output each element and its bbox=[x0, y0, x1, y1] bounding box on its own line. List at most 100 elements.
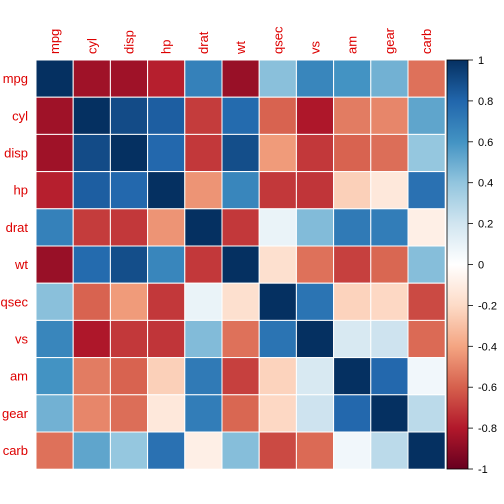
cell-qsec-mpg bbox=[35, 282, 74, 321]
row-label-mpg: mpg bbox=[3, 71, 28, 86]
cell-disp-wt bbox=[221, 133, 260, 173]
cell-drat-qsec bbox=[258, 208, 297, 247]
cell-hp-vs bbox=[295, 171, 335, 210]
cell-cyl-am bbox=[333, 96, 372, 135]
row-label-drat: drat bbox=[6, 220, 29, 235]
cell-am-hp bbox=[147, 357, 186, 396]
legend-tick-label: 0 bbox=[478, 260, 484, 272]
cell-qsec-wt bbox=[221, 282, 260, 321]
cell-gear-am bbox=[333, 394, 372, 433]
cell-gear-wt bbox=[221, 394, 260, 433]
column-label-cyl: cyl bbox=[84, 38, 99, 54]
cell-mpg-mpg bbox=[35, 59, 74, 98]
cell-qsec-carb bbox=[407, 282, 446, 321]
cell-cyl-mpg bbox=[35, 96, 74, 135]
row-label-vs: vs bbox=[15, 332, 29, 347]
cell-qsec-gear bbox=[370, 282, 409, 321]
column-label-carb: carb bbox=[419, 29, 434, 54]
row-label-am: am bbox=[10, 369, 28, 384]
cell-mpg-hp bbox=[147, 59, 186, 98]
legend-tick-label: 0.6 bbox=[478, 137, 493, 149]
cell-gear-disp bbox=[109, 394, 149, 433]
legend-tick-label: 0.4 bbox=[478, 178, 493, 190]
cell-drat-gear bbox=[370, 208, 409, 247]
cell-carb-mpg bbox=[35, 431, 74, 470]
cell-am-carb bbox=[407, 357, 446, 396]
legend-ticks: -1 -0.8 -0.6 -0.4 -0.2 0 0.2 0.4 0.6 0.8 1 bbox=[468, 55, 497, 476]
cell-carb-disp bbox=[109, 431, 149, 470]
cell-wt-mpg bbox=[35, 245, 74, 284]
row-label-carb: carb bbox=[3, 443, 28, 458]
cell-gear-vs bbox=[295, 394, 335, 433]
cell-carb-gear bbox=[370, 431, 409, 470]
cell-drat-carb bbox=[407, 208, 446, 247]
cell-wt-drat bbox=[184, 245, 223, 284]
cell-cyl-hp bbox=[147, 96, 186, 135]
column-label-gear: gear bbox=[382, 27, 397, 54]
cell-hp-cyl bbox=[72, 171, 111, 210]
cell-carb-vs bbox=[295, 431, 335, 470]
cell-vs-qsec bbox=[258, 319, 297, 359]
column-label-hp: hp bbox=[159, 40, 174, 54]
cell-cyl-disp bbox=[109, 96, 149, 135]
color-legend: -1 -0.8 -0.6 -0.4 -0.2 0 0.2 0.4 0.6 0.8 1 bbox=[446, 55, 497, 476]
cell-disp-qsec bbox=[258, 133, 297, 173]
cell-cyl-cyl bbox=[72, 96, 111, 135]
cell-drat-am bbox=[333, 208, 372, 247]
cell-gear-carb bbox=[407, 394, 446, 433]
legend-tick-label: 0.8 bbox=[478, 96, 493, 108]
cell-disp-hp bbox=[147, 133, 186, 173]
cell-drat-disp bbox=[109, 208, 149, 247]
column-label-mpg: mpg bbox=[47, 29, 62, 54]
cell-hp-gear bbox=[370, 171, 409, 210]
cell-wt-hp bbox=[147, 245, 186, 284]
legend-tick-label: -1 bbox=[478, 464, 488, 476]
cell-gear-cyl bbox=[72, 394, 111, 433]
cell-mpg-gear bbox=[370, 59, 409, 98]
cell-vs-wt bbox=[221, 319, 260, 359]
cell-cyl-drat bbox=[184, 96, 223, 135]
row-label-disp: disp bbox=[4, 146, 28, 161]
cell-carb-qsec bbox=[258, 431, 297, 470]
column-label-drat: drat bbox=[196, 31, 211, 54]
cell-disp-mpg bbox=[35, 133, 74, 173]
cell-hp-am bbox=[333, 171, 372, 210]
cell-am-drat bbox=[184, 357, 223, 396]
cell-wt-qsec bbox=[258, 245, 297, 284]
cell-hp-qsec bbox=[258, 171, 297, 210]
cell-qsec-disp bbox=[109, 282, 149, 321]
cell-drat-cyl bbox=[72, 208, 111, 247]
legend-tick-label: -0.6 bbox=[478, 382, 497, 394]
cell-cyl-vs bbox=[295, 96, 335, 135]
cell-qsec-qsec bbox=[258, 282, 297, 321]
cell-hp-hp bbox=[147, 171, 186, 210]
cell-qsec-am bbox=[333, 282, 372, 321]
cell-carb-drat bbox=[184, 431, 223, 470]
cell-drat-vs bbox=[295, 208, 335, 247]
cell-carb-cyl bbox=[72, 431, 111, 470]
cell-am-disp bbox=[109, 357, 149, 396]
cell-disp-cyl bbox=[72, 133, 111, 173]
cell-am-gear bbox=[370, 357, 409, 396]
cell-wt-carb bbox=[407, 245, 446, 284]
cell-wt-gear bbox=[370, 245, 409, 284]
cell-cyl-carb bbox=[407, 96, 446, 135]
cell-mpg-drat bbox=[184, 59, 223, 98]
cell-disp-vs bbox=[295, 133, 335, 173]
legend-tick-label: -0.4 bbox=[478, 341, 497, 353]
cell-gear-drat bbox=[184, 394, 223, 433]
cell-gear-mpg bbox=[35, 394, 74, 433]
column-label-disp: disp bbox=[122, 30, 137, 54]
cell-vs-am bbox=[333, 319, 372, 359]
cell-wt-wt bbox=[221, 245, 260, 284]
legend-tick-label: -0.8 bbox=[478, 423, 497, 435]
cell-disp-disp bbox=[109, 133, 149, 173]
cell-am-qsec bbox=[258, 357, 297, 396]
cell-qsec-hp bbox=[147, 282, 186, 321]
cell-vs-mpg bbox=[35, 319, 74, 359]
cell-mpg-wt bbox=[221, 59, 260, 98]
row-label-gear: gear bbox=[2, 406, 29, 421]
cell-vs-carb bbox=[407, 319, 446, 359]
cell-qsec-drat bbox=[184, 282, 223, 321]
column-label-am: am bbox=[345, 36, 360, 54]
